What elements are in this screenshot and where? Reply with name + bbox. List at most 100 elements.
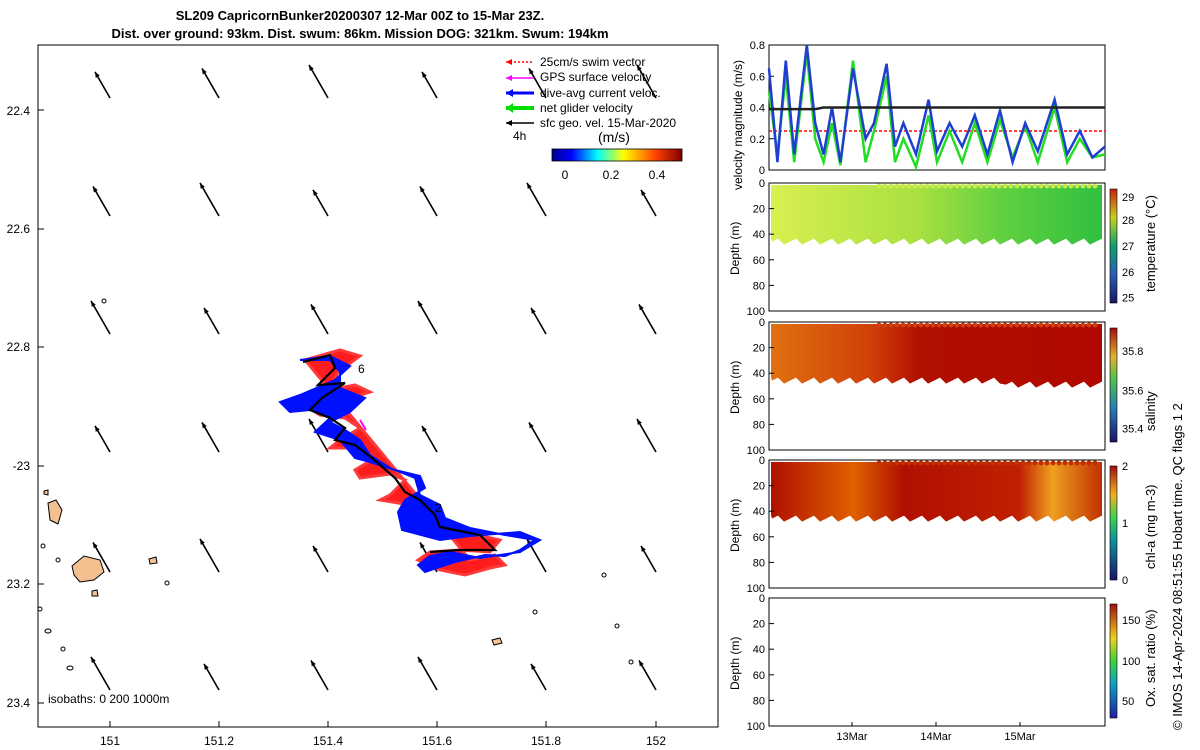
map-y-tick: 23.4 <box>7 696 31 710</box>
profile-top-marker <box>1092 322 1098 328</box>
depth-tick: 0 <box>759 593 765 605</box>
colorbar-title: (m/s) <box>598 129 630 145</box>
profile-top-marker <box>1056 322 1062 328</box>
velocity-y-tick: 0.4 <box>750 103 765 115</box>
glider-path-line <box>302 353 498 554</box>
colorbar-tick: 35.8 <box>1122 346 1143 358</box>
profile-top-marker <box>1038 460 1044 466</box>
section-data-fill <box>771 462 1102 522</box>
depth-tick: 0 <box>759 317 765 329</box>
profile-top-marker <box>1074 322 1080 328</box>
time-marker-label: 4h <box>513 129 526 143</box>
profile-top-marker <box>900 460 906 466</box>
section-panel: 0 20 40 60 80 100 Depth (m) 50 100 150 Ox. sat. ra… <box>728 593 1158 743</box>
geo-velocity-arrow <box>421 71 438 99</box>
island <box>43 489 49 496</box>
geo-velocity-arrow <box>417 656 438 691</box>
reef-islands <box>43 489 503 646</box>
geo-velocity-arrow <box>203 307 220 335</box>
map-x-tick: 151 <box>100 734 120 748</box>
figure-title-line-2: Dist. over ground: 93km. Dist. swum: 86k… <box>111 26 609 41</box>
section-axes-box <box>768 597 1106 727</box>
speed-colorbar <box>551 148 683 162</box>
depth-tick: 80 <box>753 557 765 569</box>
profile-top-marker <box>894 460 900 466</box>
island <box>148 556 158 565</box>
velocity-y-tick: 0 <box>759 165 765 177</box>
colorbar-tick: 150 <box>1122 615 1140 627</box>
profile-top-marker <box>954 183 960 189</box>
geo-velocity-arrow <box>530 663 547 691</box>
colorbar-label: temperature (°C) <box>1143 195 1158 292</box>
depth-tick: 40 <box>753 368 765 380</box>
section-data-fill <box>771 185 1102 245</box>
profile-top-marker <box>1086 322 1092 328</box>
profile-top-marker <box>1086 183 1092 189</box>
island <box>71 555 105 583</box>
profile-top-marker <box>912 460 918 466</box>
depth-tick: 40 <box>753 644 765 656</box>
map-x-tick: 151.6 <box>422 734 452 748</box>
depth-tick: 20 <box>753 343 765 355</box>
depth-tick: 100 <box>747 445 765 457</box>
legend-label: dive-avg current veloc. <box>540 86 661 100</box>
geo-velocity-arrow <box>201 68 220 99</box>
profile-top-marker <box>1056 183 1062 189</box>
section-colorbar <box>1109 603 1118 719</box>
profile-top-marker <box>1008 183 1014 189</box>
map-y-tick: 22.4 <box>7 104 31 118</box>
geo-velocity-arrow <box>203 663 220 691</box>
profile-top-marker <box>1056 460 1062 466</box>
section-ylabel: Depth (m) <box>728 499 742 552</box>
colorbar-tick: 35.4 <box>1122 423 1143 435</box>
geo-velocity-arrow <box>199 182 220 217</box>
geo-velocity-arrow <box>92 542 111 573</box>
depth-tick: 80 <box>753 695 765 707</box>
depth-tick: 80 <box>753 419 765 431</box>
profile-top-marker <box>882 183 888 189</box>
profile-top-marker <box>888 183 894 189</box>
profile-top-marker <box>918 322 924 328</box>
profile-top-marker <box>876 183 882 189</box>
map-tick-marks <box>38 109 657 727</box>
colorbar-tick: 0 <box>562 168 569 182</box>
depth-tick: 40 <box>753 506 765 518</box>
depth-tick: 20 <box>753 619 765 631</box>
profile-top-marker <box>942 322 948 328</box>
profile-top-marker <box>1062 460 1068 466</box>
profile-top-marker <box>900 322 906 328</box>
profile-top-marker <box>978 460 984 466</box>
profile-top-marker <box>1026 183 1032 189</box>
profile-top-marker <box>948 322 954 328</box>
profile-top-marker <box>906 183 912 189</box>
legend-item-gps-surface-velocity: GPS surface velocity <box>506 70 651 84</box>
section-data-fill <box>771 324 1102 388</box>
profile-top-marker <box>1038 183 1044 189</box>
depth-tick: 80 <box>753 280 765 292</box>
geo-velocity-arrow <box>638 304 657 335</box>
geo-velocity-arrow <box>312 545 329 573</box>
profile-top-marker <box>882 460 888 466</box>
surface-geostrophic-arrows <box>90 64 657 691</box>
profile-top-marker <box>1002 460 1008 466</box>
colorbar-tick: 50 <box>1122 696 1134 708</box>
profile-top-marker <box>1050 460 1056 466</box>
profile-top-marker <box>1044 460 1050 466</box>
profile-top-marker <box>942 460 948 466</box>
section-colorbar <box>1109 327 1118 443</box>
colorbar-tick: 0 <box>1122 575 1128 587</box>
colorbar-tick: 27 <box>1122 241 1134 253</box>
profile-top-marker <box>1074 183 1080 189</box>
imos-credit: © IMOS 14-Apr-2024 08:51:55 Hobart time.… <box>1170 403 1185 730</box>
profile-top-marker <box>906 322 912 328</box>
section-panel: 0 20 40 60 80 100 Depth (m) 35.4 35.6 35.8 salinit… <box>728 317 1158 457</box>
section-ylabel: Depth (m) <box>728 222 742 275</box>
profile-top-marker <box>1020 183 1026 189</box>
geo-velocity-arrow <box>312 189 329 217</box>
map-x-tick: 152 <box>646 734 666 748</box>
profile-top-marker <box>1002 183 1008 189</box>
profile-top-marker <box>1092 460 1098 466</box>
geo-velocity-arrow <box>310 660 329 691</box>
